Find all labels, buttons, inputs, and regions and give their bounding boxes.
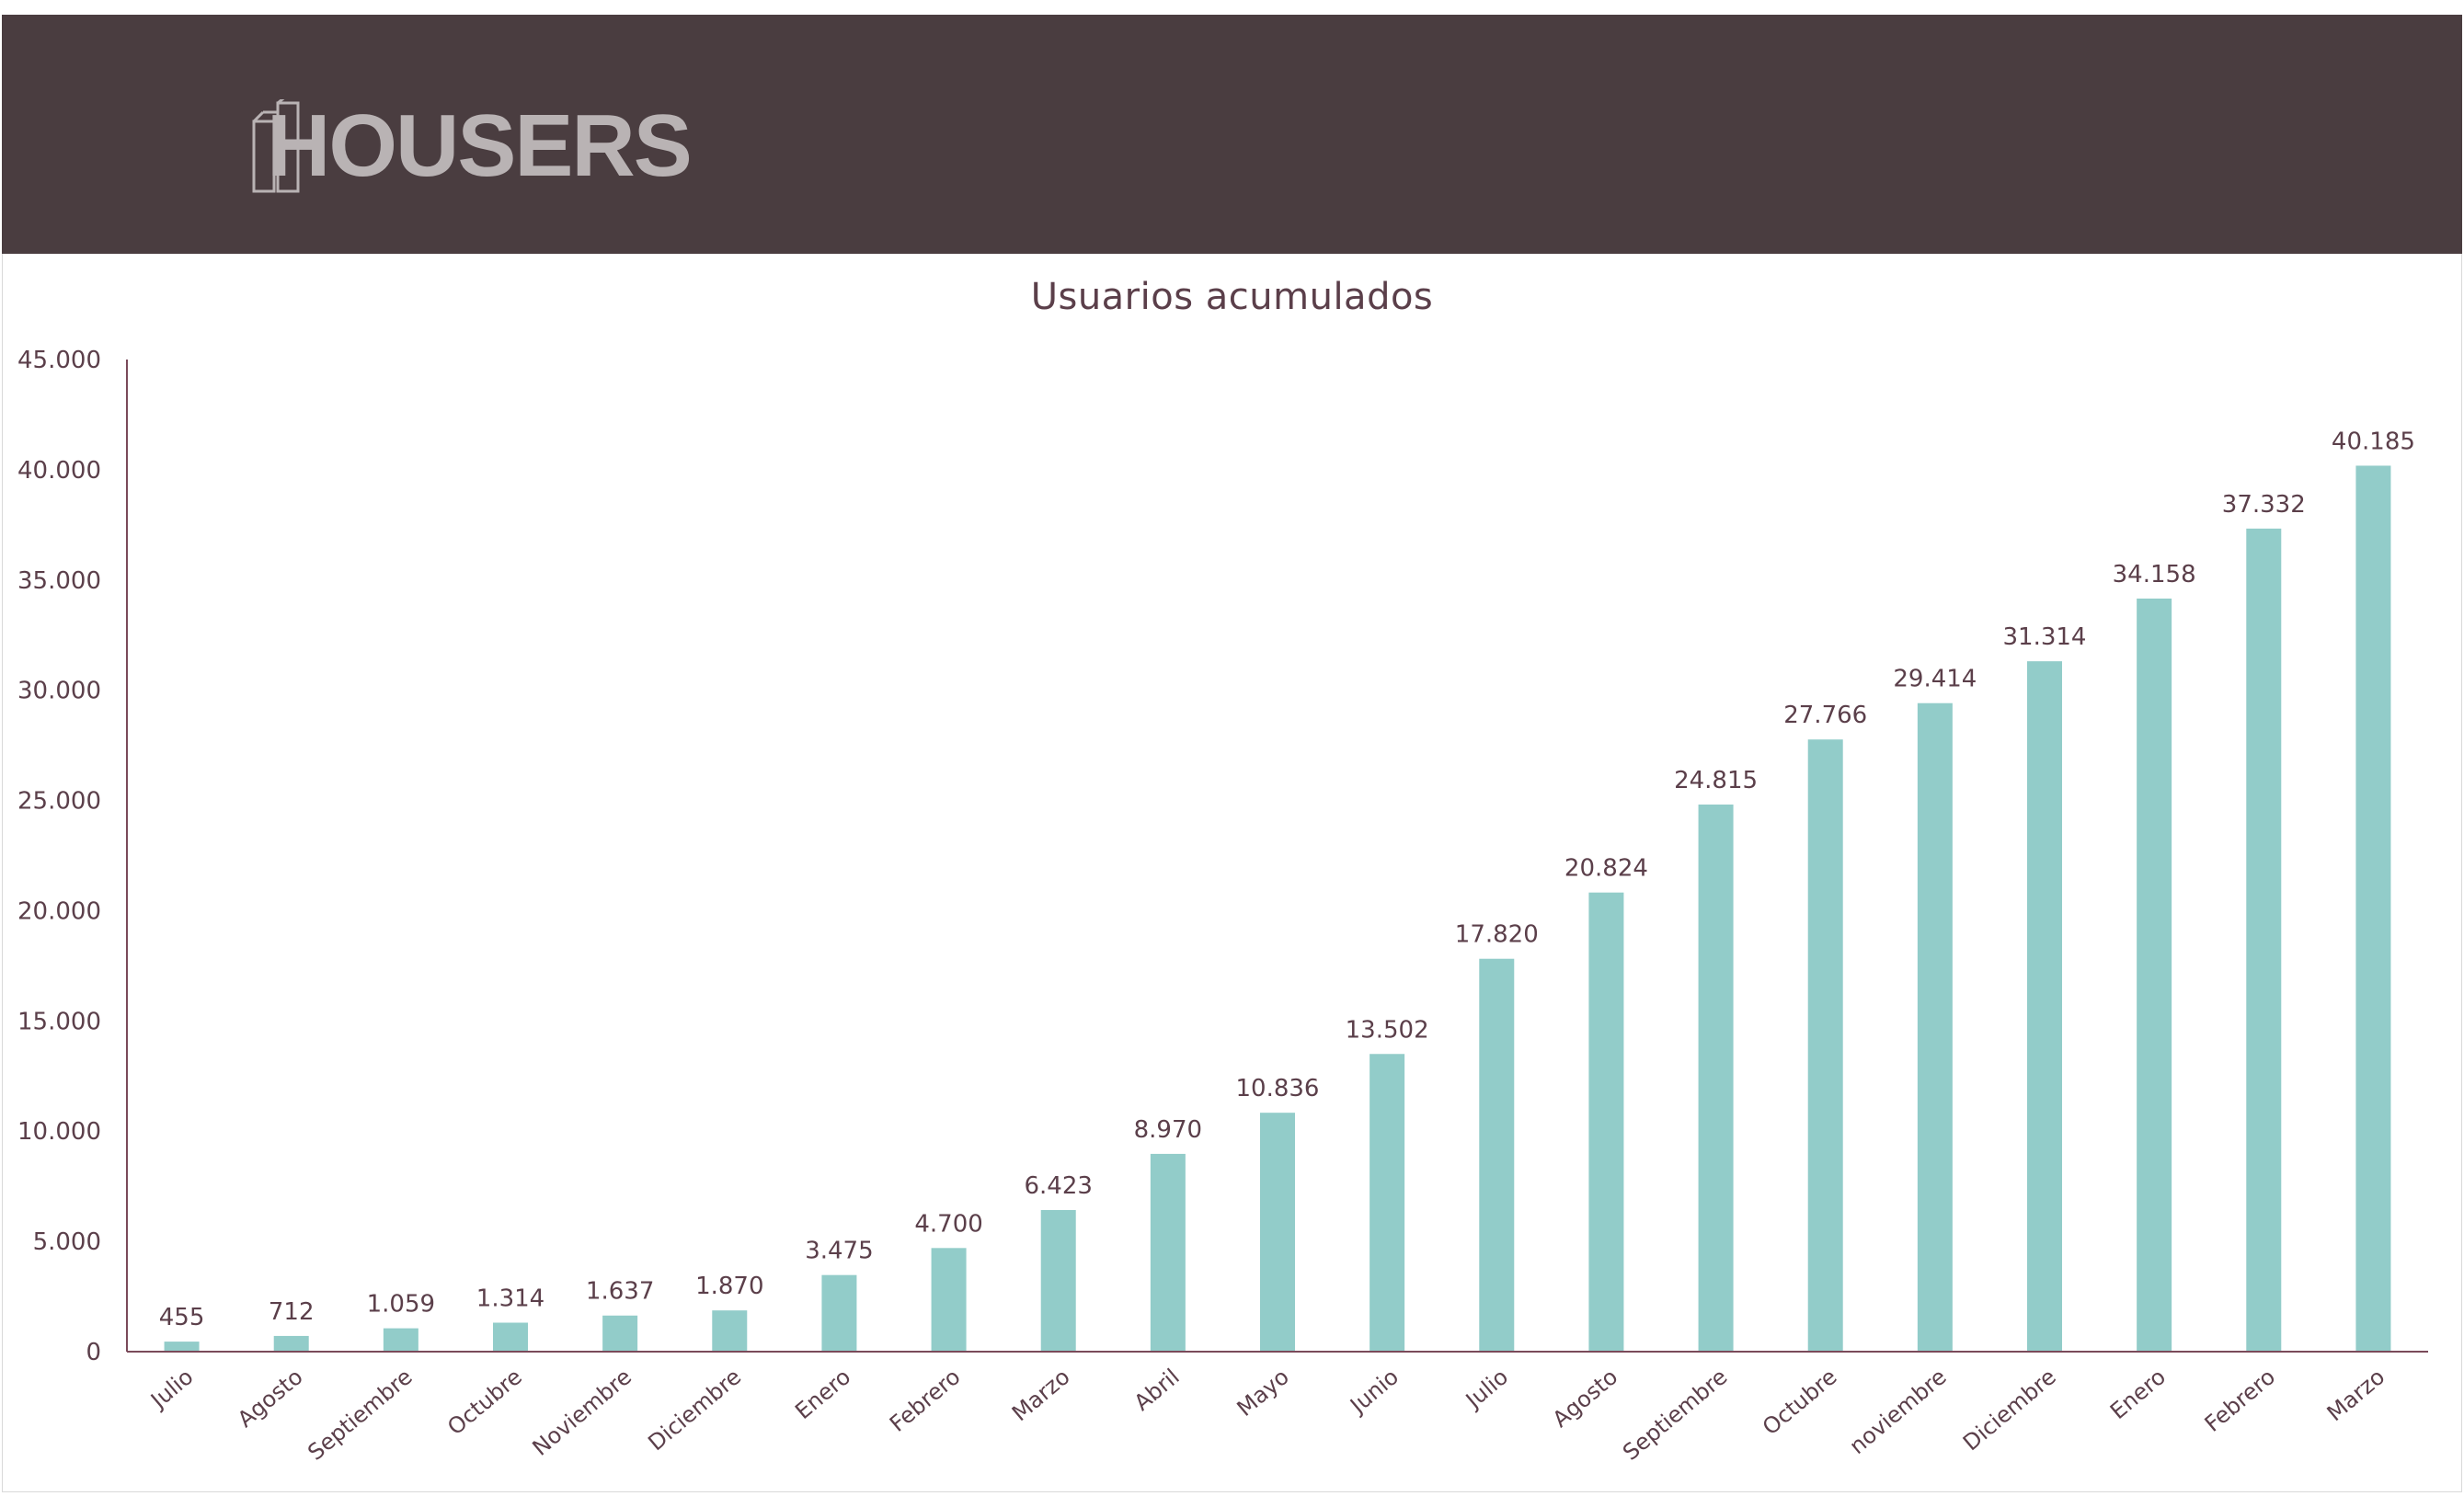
x-tick-label: Abril: [1129, 1364, 1185, 1416]
data-label: 1.637: [586, 1278, 654, 1306]
bar: [1807, 739, 1843, 1352]
data-label: 13.502: [1346, 1016, 1429, 1044]
x-tick-label: Julio: [144, 1364, 198, 1414]
chart-title: Usuarios acumulados: [1030, 276, 1434, 318]
bar: [1588, 892, 1624, 1352]
bar: [383, 1328, 418, 1352]
header-banner: HOUSERS: [2, 15, 2462, 254]
x-tick-label: noviembre: [1844, 1364, 1951, 1459]
y-tick-label: 40.000: [17, 457, 101, 485]
data-label: 31.314: [2003, 623, 2087, 651]
building-logo-icon: [252, 99, 300, 193]
data-label: 1.314: [476, 1285, 544, 1312]
x-tick-label: Octubre: [442, 1364, 527, 1440]
data-label: 6.423: [1024, 1172, 1092, 1200]
brand-name: HOUSERS: [267, 97, 693, 195]
x-tick-label: Febrero: [2200, 1364, 2280, 1437]
data-label: 712: [269, 1298, 315, 1326]
x-tick-label: Junio: [1344, 1364, 1404, 1420]
x-tick-label: Agosto: [1548, 1364, 1623, 1433]
data-label: 1.870: [695, 1273, 763, 1300]
y-tick-label: 5.000: [33, 1228, 101, 1256]
data-label: 27.766: [1783, 702, 1867, 729]
data-label: 24.815: [1674, 767, 1758, 794]
bar: [493, 1322, 528, 1352]
bar: [1040, 1209, 1076, 1352]
data-label: 37.332: [2222, 491, 2306, 519]
y-tick-label: 35.000: [17, 567, 101, 595]
y-tick-label: 20.000: [17, 897, 101, 925]
y-tick-label: 15.000: [17, 1008, 101, 1035]
x-tick-label: Diciembre: [1958, 1364, 2061, 1456]
data-label: 17.820: [1455, 921, 1539, 949]
x-tick-label: Marzo: [1007, 1364, 1075, 1426]
y-tick-label: 0: [86, 1339, 101, 1366]
bar: [2137, 598, 2172, 1352]
y-tick-label: 45.000: [17, 347, 101, 374]
x-tick-label: Julio: [1460, 1364, 1513, 1414]
bar: [1698, 804, 1734, 1352]
bar: [821, 1274, 857, 1352]
bar: [1479, 958, 1515, 1352]
x-tick-label: Septiembre: [303, 1364, 417, 1466]
bar: [1260, 1113, 1295, 1352]
y-axis-ticks: 0 5.000 10.000 15.000 20.000 25.000 30.000 35.0…: [17, 347, 101, 1366]
bar: [164, 1342, 200, 1352]
bar: [1150, 1153, 1186, 1352]
data-label: 10.836: [1236, 1075, 1320, 1102]
bar: [2246, 528, 2282, 1352]
bar: [1370, 1054, 1405, 1352]
data-label: 20.824: [1564, 855, 1648, 883]
x-tick-label: Mayo: [1232, 1364, 1294, 1422]
x-tick-label: Enero: [790, 1364, 855, 1424]
data-label: 455: [159, 1304, 205, 1331]
bar: [602, 1315, 638, 1352]
x-tick-label: Septiembre: [1618, 1364, 1732, 1466]
data-label: 29.414: [1893, 666, 1977, 693]
data-label: 40.185: [2332, 428, 2415, 455]
bar-series: [164, 465, 2391, 1352]
x-tick-label: Febrero: [885, 1364, 965, 1437]
data-label: 4.700: [914, 1210, 982, 1238]
bar: [2355, 465, 2391, 1352]
y-tick-label: 30.000: [17, 678, 101, 705]
data-label: 3.475: [805, 1238, 873, 1265]
data-labels: 455 712 1.059 1.314 1.637 1.870 3.475 4.700 6.42…: [159, 428, 2415, 1331]
x-tick-label: Marzo: [2322, 1364, 2390, 1426]
bar: [273, 1335, 309, 1352]
x-tick-label: Diciembre: [643, 1364, 746, 1456]
bar: [2027, 661, 2062, 1352]
housers-logo: HOUSERS: [250, 96, 693, 197]
bar: [931, 1248, 967, 1352]
x-tick-label: Enero: [2105, 1364, 2171, 1424]
bar: [712, 1310, 748, 1352]
data-label: 34.158: [2113, 561, 2196, 588]
x-tick-label: Noviembre: [528, 1364, 636, 1461]
y-tick-label: 10.000: [17, 1118, 101, 1146]
data-label: 8.970: [1134, 1116, 1202, 1144]
y-tick-label: 25.000: [17, 788, 101, 816]
x-tick-label: Octubre: [1758, 1364, 1842, 1440]
data-label: 1.059: [367, 1291, 435, 1319]
x-tick-label: Agosto: [233, 1364, 308, 1433]
bar: [1917, 702, 1953, 1352]
